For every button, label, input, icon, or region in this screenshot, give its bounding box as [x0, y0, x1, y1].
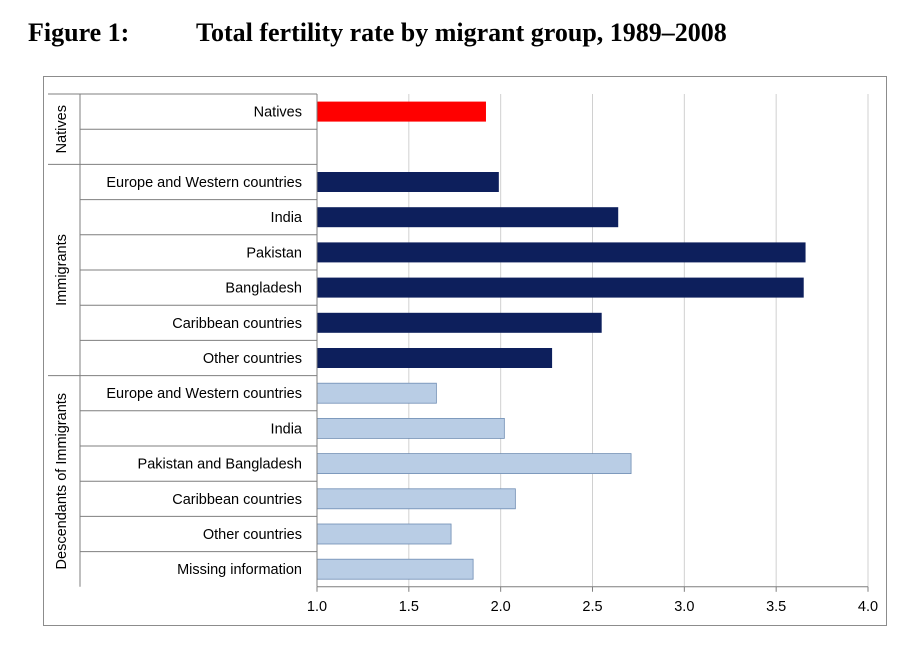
x-tick-label: 3.0 — [674, 599, 694, 615]
x-tick-label: 1.5 — [399, 599, 419, 615]
figure-title-text: Total fertility rate by migrant group, 1… — [196, 18, 727, 47]
bar — [317, 172, 499, 192]
category-label: India — [271, 210, 303, 226]
bar — [317, 207, 619, 228]
category-label: Caribbean countries — [172, 492, 302, 508]
bar — [316, 382, 437, 404]
category-label: Other countries — [203, 527, 302, 543]
bar — [316, 558, 474, 580]
bar — [316, 488, 516, 510]
bar — [317, 312, 602, 333]
x-tick-label: 2.0 — [491, 599, 511, 615]
bar — [317, 348, 553, 368]
x-tick-label: 4.0 — [858, 599, 878, 615]
bar — [317, 242, 806, 263]
category-label: Natives — [254, 105, 302, 121]
category-label: India — [271, 421, 303, 437]
x-tick-label: 2.5 — [582, 599, 602, 615]
category-label: Caribbean countries — [172, 316, 302, 332]
bar — [317, 277, 804, 298]
bar — [316, 523, 452, 545]
group-label: Natives — [54, 105, 70, 153]
bar — [317, 101, 486, 122]
category-label: Other countries — [203, 351, 302, 367]
category-label: Bangladesh — [225, 281, 302, 297]
category-label: Pakistan — [246, 245, 302, 261]
figure-title: Figure 1: Total fertility rate by migrant… — [28, 18, 727, 48]
figure-number: Figure 1: — [28, 18, 130, 47]
bar — [316, 453, 632, 475]
x-tick-label: 1.0 — [307, 599, 327, 615]
chart-frame — [43, 76, 887, 626]
category-label: Europe and Western countries — [106, 386, 302, 402]
group-label: Descendants of Immigrants — [54, 393, 70, 570]
group-label: Immigrants — [54, 234, 70, 306]
category-label: Pakistan and Bangladesh — [138, 457, 302, 473]
category-label: Missing information — [177, 562, 302, 578]
bar — [316, 417, 505, 439]
category-label: Europe and Western countries — [106, 175, 302, 191]
x-tick-label: 3.5 — [766, 599, 786, 615]
